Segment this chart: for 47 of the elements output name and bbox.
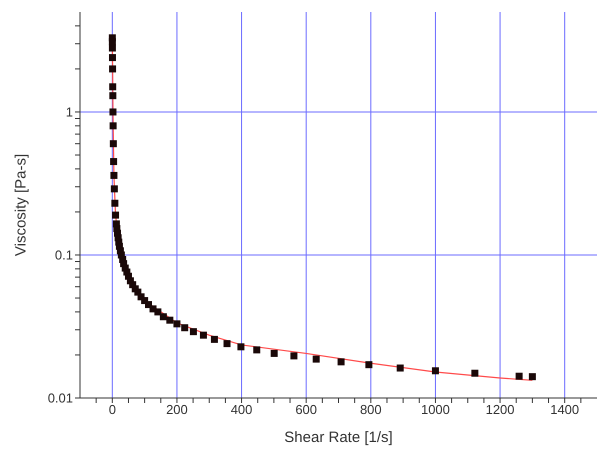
x-tick-label: 0 (108, 402, 116, 418)
point (109, 92, 116, 100)
point (471, 370, 478, 377)
x-tick-label: 1200 (486, 402, 515, 418)
point (396, 364, 404, 372)
point (108, 44, 116, 52)
point (338, 358, 345, 366)
point (111, 200, 118, 207)
point (109, 108, 116, 116)
x-tick-label: 1000 (420, 402, 450, 418)
point (166, 316, 174, 324)
point (109, 65, 116, 72)
x-tick-label: 1400 (550, 402, 580, 418)
point (200, 332, 207, 339)
point (365, 361, 372, 368)
point (210, 336, 218, 343)
y-tick-label: 0.1 (54, 248, 73, 263)
point (154, 308, 162, 316)
y-tick-label: 1 (66, 104, 73, 120)
x-tick-label: 400 (230, 402, 252, 418)
point (312, 356, 320, 363)
point (110, 140, 117, 148)
point (190, 328, 197, 336)
point (224, 340, 231, 348)
x-tick-label: 200 (166, 402, 188, 418)
point (110, 122, 117, 130)
point (110, 158, 118, 166)
point (181, 324, 188, 332)
point (516, 372, 523, 380)
point (160, 313, 167, 320)
point (528, 373, 536, 380)
point (432, 367, 439, 374)
point (112, 212, 120, 219)
x-axis-title: Shear Rate [1/s] (284, 429, 393, 446)
point (290, 352, 298, 360)
point (237, 343, 244, 350)
y-tick-label: 0.01 (48, 390, 73, 406)
y-axis-title: Viscosity [Pa-s] (12, 154, 30, 256)
point (110, 185, 118, 192)
x-tick-label: 600 (295, 402, 318, 418)
point (270, 350, 278, 357)
point (108, 54, 116, 62)
point (253, 346, 260, 354)
point (109, 83, 116, 90)
point (110, 172, 118, 179)
x-tick-label: 800 (360, 402, 382, 418)
point (173, 320, 180, 328)
